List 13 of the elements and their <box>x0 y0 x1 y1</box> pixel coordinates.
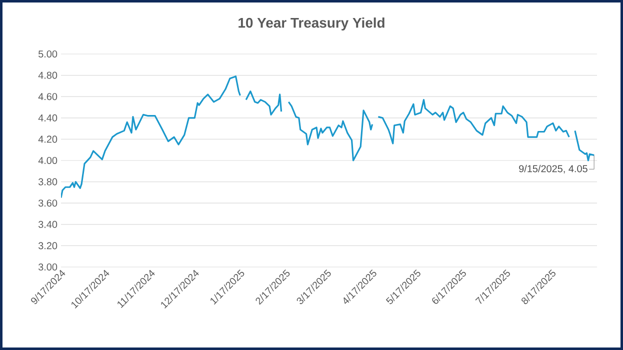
y-tick-label: 3.60 <box>38 200 58 207</box>
y-tick-label: 3.00 <box>38 263 58 271</box>
y-tick-label: 5.00 <box>38 50 58 58</box>
y-tick-label: 4.40 <box>38 114 58 122</box>
y-tick-label: 4.20 <box>38 136 58 143</box>
chart-title: 10 Year Treasury Yield <box>238 17 384 30</box>
y-tick-label: 4.80 <box>38 72 58 79</box>
y-tick-label: 4.00 <box>38 156 58 164</box>
annotation: 9/15/2025, 4.05 <box>519 164 588 174</box>
y-tick-label: 3.20 <box>38 242 58 250</box>
y-tick-label: 3.40 <box>38 220 58 228</box>
y-tick-label: 3.80 <box>38 178 58 186</box>
y-tick-label: 4.60 <box>38 93 58 100</box>
